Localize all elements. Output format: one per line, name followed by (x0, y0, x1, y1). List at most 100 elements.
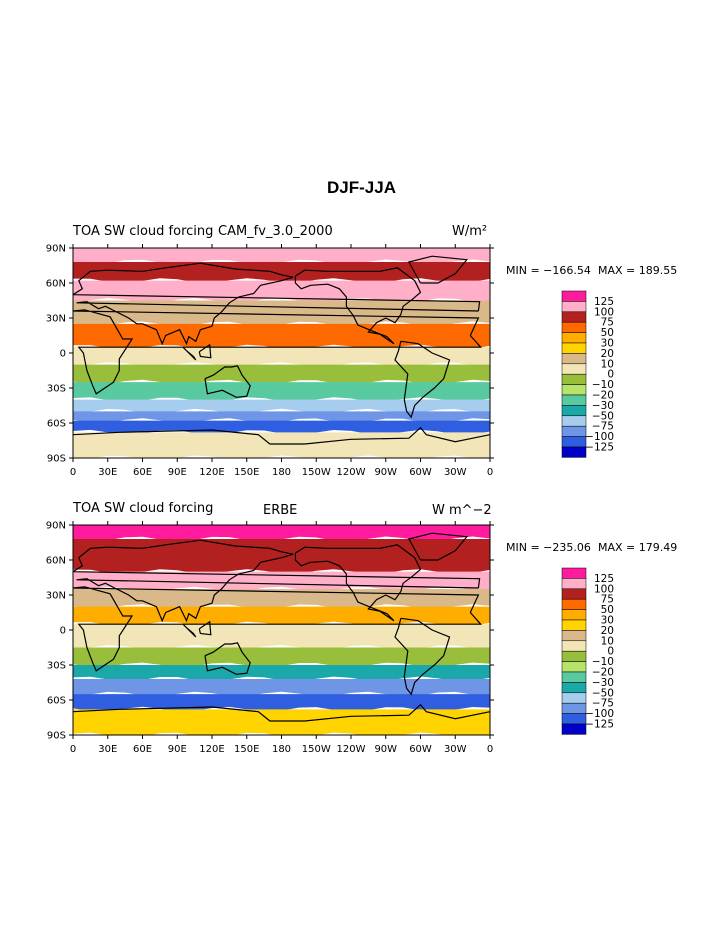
coastline (407, 532, 468, 561)
legend-swatch (561, 682, 587, 694)
x-tick-label: 0 (70, 744, 76, 755)
x-tick-label: 30E (98, 467, 117, 478)
coastline (294, 267, 422, 345)
max-label: MAX = 189.55 (598, 264, 678, 277)
legend-swatch (561, 692, 587, 704)
coastline (394, 617, 451, 696)
coastline (394, 340, 451, 419)
field-band (73, 280, 490, 303)
legend-label: −30 (592, 400, 614, 412)
x-tick-label: 60W (409, 467, 432, 478)
x-tick-label: 30W (444, 744, 467, 755)
x-tick-label: 120E (199, 467, 224, 478)
legend-label: 125 (594, 573, 614, 585)
legend-label: −125 (585, 719, 614, 731)
x-tick-label: 90E (168, 467, 187, 478)
panel-units: W m^−2 (432, 503, 492, 518)
legend-swatch (561, 713, 587, 725)
legend-swatch (561, 415, 587, 427)
field-band (73, 323, 490, 350)
legend-label: −20 (592, 667, 614, 679)
x-tick-label: 180 (272, 744, 291, 755)
field-band (73, 665, 490, 682)
legend-label: 20 (601, 625, 614, 637)
legend-swatch (561, 630, 587, 642)
field-map (73, 525, 490, 735)
x-tick-label: 0 (70, 467, 76, 478)
legend-swatch (561, 332, 587, 344)
legend-label: −75 (592, 421, 614, 433)
legend-swatch (561, 723, 587, 735)
field-band (73, 679, 490, 697)
legend-label: 0 (607, 646, 614, 658)
y-tick-label: 90N (46, 244, 66, 255)
legend-swatch (561, 363, 587, 375)
field-band (73, 300, 490, 327)
x-tick-label: 120W (337, 467, 366, 478)
coastline (73, 262, 481, 346)
legend-label: 30 (601, 338, 614, 350)
legend-swatch (561, 425, 587, 437)
y-tick-label: 90S (47, 454, 66, 465)
field-band (73, 399, 490, 414)
coastline (182, 623, 197, 638)
legend-swatch (561, 436, 587, 448)
legend-label: −100 (585, 431, 614, 443)
legend-label: −125 (585, 442, 614, 454)
plot-frame (72, 524, 491, 736)
coastline (198, 620, 212, 636)
y-tick-label: 30N (46, 314, 66, 325)
legend-swatch (561, 373, 587, 385)
coastline (73, 426, 490, 445)
y-tick-label: 60N (46, 279, 66, 290)
y-tick-label: 30S (47, 661, 66, 672)
field-map (73, 248, 490, 458)
legend-swatch (561, 702, 587, 714)
legend-swatch (561, 578, 587, 590)
legend-label: −50 (592, 410, 614, 422)
field-band (73, 262, 490, 284)
legend-label: 30 (601, 615, 614, 627)
field-band (73, 411, 490, 424)
legend-swatch (561, 588, 587, 600)
x-tick-label: 150W (302, 467, 331, 478)
legend-swatch (561, 384, 587, 396)
y-tick-label: 60S (47, 696, 66, 707)
x-tick-label: 150E (234, 467, 259, 478)
field-band (73, 606, 490, 627)
legend-label: −75 (592, 698, 614, 710)
coastline (73, 586, 483, 672)
field-band (73, 571, 490, 592)
legend-swatch (561, 567, 587, 579)
field-band (73, 694, 490, 712)
field-band (73, 347, 490, 368)
panel-title-left: TOA SW cloud forcing (73, 224, 214, 239)
coastline (73, 539, 481, 623)
legend-label: −10 (592, 379, 614, 391)
legend-label: 10 (601, 358, 614, 370)
min-label: MIN = −166.54 (506, 264, 591, 277)
legend-label: 125 (594, 296, 614, 308)
legend-swatch (561, 446, 587, 458)
y-tick-label: 60N (46, 556, 66, 567)
y-tick-label: 0 (60, 349, 66, 360)
legend-label: 20 (601, 348, 614, 360)
coastline (294, 544, 422, 622)
coastline (73, 309, 483, 395)
x-tick-label: 30E (98, 744, 117, 755)
x-tick-label: 90W (374, 467, 397, 478)
field-band (73, 382, 490, 403)
legend-swatch (561, 321, 587, 333)
x-tick-label: 60E (133, 744, 152, 755)
legend-label: 75 (601, 594, 614, 606)
legend-label: −50 (592, 687, 614, 699)
legend-swatch (561, 311, 587, 323)
legend-label: 0 (607, 369, 614, 381)
legend-label: −100 (585, 708, 614, 720)
x-tick-label: 30W (444, 467, 467, 478)
field-band (73, 364, 490, 385)
field-band (73, 647, 490, 668)
x-tick-label: 0 (487, 744, 493, 755)
